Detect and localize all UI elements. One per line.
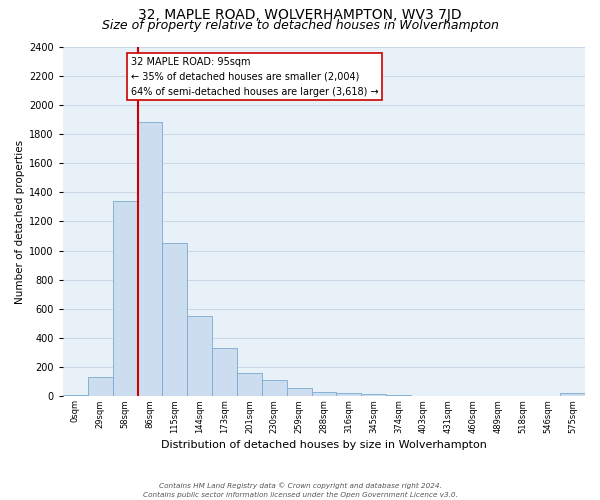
Text: Size of property relative to detached houses in Wolverhampton: Size of property relative to detached ho… bbox=[101, 19, 499, 32]
Text: Contains HM Land Registry data © Crown copyright and database right 2024.
Contai: Contains HM Land Registry data © Crown c… bbox=[143, 482, 457, 498]
Bar bbox=[88, 378, 113, 396]
Text: 32 MAPLE ROAD: 95sqm
← 35% of detached houses are smaller (2,004)
64% of semi-de: 32 MAPLE ROAD: 95sqm ← 35% of detached h… bbox=[131, 57, 379, 96]
Bar bbox=[560, 394, 585, 396]
Bar bbox=[212, 348, 237, 397]
Text: 32, MAPLE ROAD, WOLVERHAMPTON, WV3 7JD: 32, MAPLE ROAD, WOLVERHAMPTON, WV3 7JD bbox=[138, 8, 462, 22]
Y-axis label: Number of detached properties: Number of detached properties bbox=[15, 140, 25, 304]
Bar bbox=[361, 394, 386, 396]
Bar bbox=[311, 392, 337, 396]
Bar bbox=[137, 122, 163, 396]
Bar bbox=[386, 395, 411, 396]
Bar bbox=[237, 373, 262, 396]
Bar bbox=[113, 201, 137, 396]
Bar bbox=[287, 388, 311, 396]
Bar bbox=[337, 393, 361, 396]
Bar bbox=[187, 316, 212, 396]
Bar bbox=[262, 380, 287, 396]
X-axis label: Distribution of detached houses by size in Wolverhampton: Distribution of detached houses by size … bbox=[161, 440, 487, 450]
Bar bbox=[163, 244, 187, 396]
Bar bbox=[63, 395, 88, 396]
